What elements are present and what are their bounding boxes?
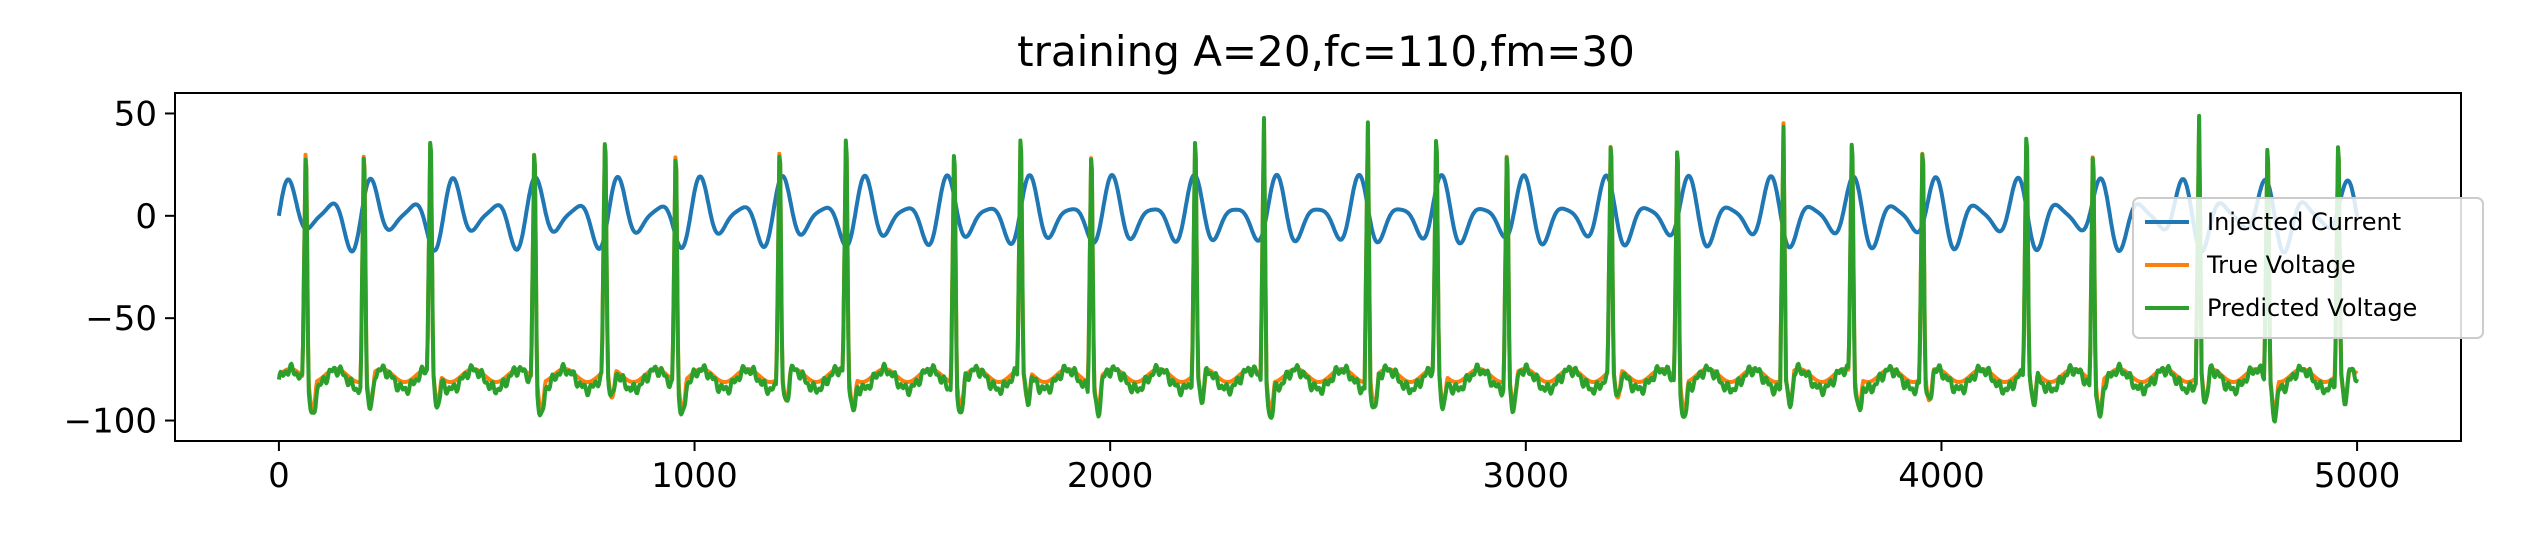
series-line-predicted-voltage (276, 113, 2359, 424)
series-line-true-voltage (277, 117, 2359, 413)
chart-title: training A=20,fc=110,fm=30 (1017, 27, 1635, 76)
x-tick-label: 3000 (1483, 456, 1570, 496)
y-tick-label: 0 (135, 197, 157, 237)
series-line-injected-current (276, 172, 2360, 255)
legend-box (2132, 197, 2484, 339)
x-axis: 0 1000 2000 3000 4000 5000 (268, 441, 2400, 496)
plot-area (276, 113, 2360, 424)
legend-label: True Voltage (2206, 251, 2356, 279)
x-tick-label: 2000 (1067, 456, 1154, 496)
y-axis: 50 0 −50 −100 (64, 94, 175, 442)
y-tick-label: −50 (85, 299, 157, 339)
y-tick-label: 50 (114, 94, 157, 134)
x-tick-label: 1000 (651, 456, 738, 496)
x-tick-label: 5000 (2314, 456, 2401, 496)
legend: Injected Current True Voltage Predicted Vo… (2132, 197, 2484, 339)
x-tick-label: 0 (268, 456, 290, 496)
legend-label: Predicted Voltage (2207, 294, 2417, 322)
x-tick-label: 4000 (1898, 456, 1985, 496)
y-tick-label: −100 (64, 402, 157, 442)
legend-label: Injected Current (2207, 208, 2401, 236)
